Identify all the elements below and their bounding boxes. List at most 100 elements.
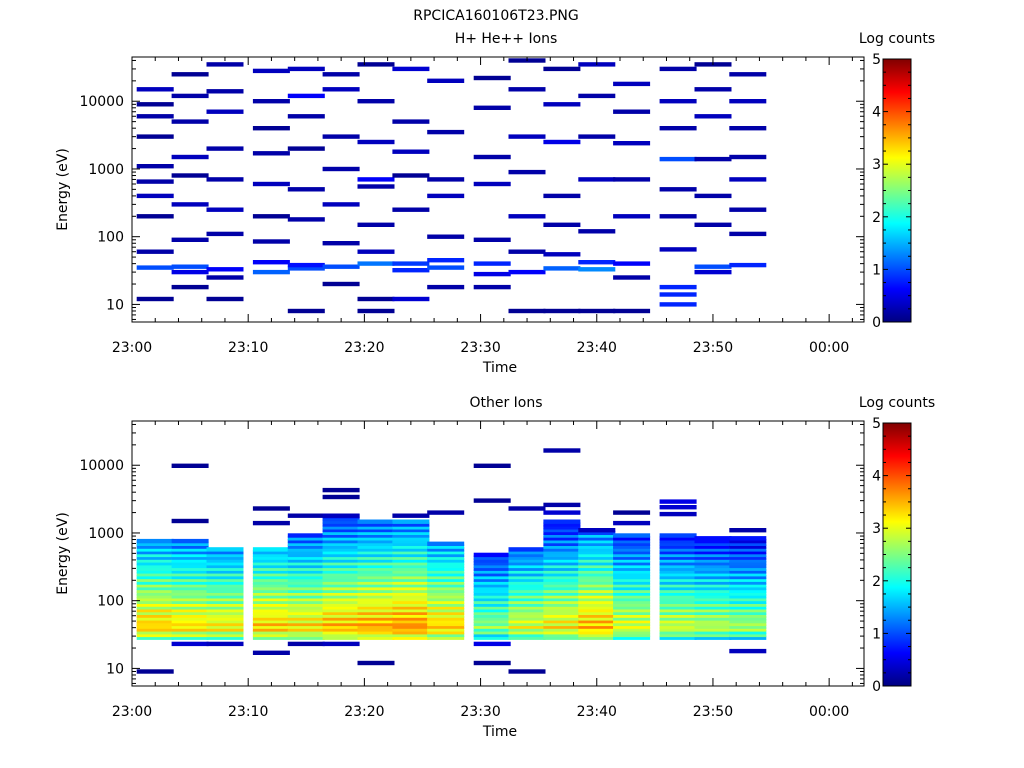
spectrogram-cell — [136, 605, 174, 610]
spectrogram-cell — [578, 561, 616, 566]
spectrogram-cell — [694, 269, 732, 275]
colorbar-tick-label: 1 — [872, 626, 881, 642]
spectrogram-cell — [392, 613, 430, 618]
spectrogram-cell — [287, 641, 325, 647]
spectrogram-cell — [543, 519, 581, 524]
spectrogram-cell — [694, 541, 732, 546]
spectrogram-cell — [659, 610, 697, 615]
spectrogram-cell — [613, 563, 651, 569]
spectrogram-cell — [287, 561, 325, 566]
spectrogram-cell — [287, 610, 325, 615]
spectrogram-cell — [171, 580, 209, 585]
spectrogram-cell — [322, 527, 360, 533]
spectrogram-cell — [473, 75, 511, 81]
spectrogram-cell — [252, 151, 290, 156]
spectrogram-cell — [206, 585, 244, 591]
spectrogram-cell — [252, 506, 290, 511]
spectrogram-cell — [206, 296, 244, 302]
spectrogram-cell — [694, 635, 732, 640]
spectrogram-cell — [578, 552, 616, 558]
spectrogram-cell — [613, 214, 651, 219]
spectrogram-cell — [252, 561, 290, 566]
spectrogram-cell — [543, 627, 581, 632]
spectrogram-cell — [508, 627, 546, 632]
spectrogram-cell — [206, 599, 244, 604]
spectrogram-cell — [287, 66, 325, 72]
spectrogram-cell — [287, 594, 325, 599]
spectrogram-cell — [729, 585, 767, 591]
spectrogram-cell — [578, 134, 616, 139]
spectrogram-cell — [171, 463, 209, 468]
spectrogram-cell — [543, 549, 581, 555]
spectrogram-cell — [543, 538, 581, 544]
spectrogram-cell — [392, 119, 430, 124]
spectrogram-cell — [252, 580, 290, 585]
spectrogram-cell — [392, 547, 430, 552]
colorbar-tick-label: 0 — [872, 315, 881, 331]
spectrogram-cell — [694, 599, 732, 604]
spectrogram-cell — [322, 166, 360, 172]
spectrogram-cell — [473, 561, 511, 566]
spectrogram-cell — [357, 602, 395, 607]
spectrogram-cell — [171, 558, 209, 563]
spectrogram-cell — [206, 605, 244, 610]
x-tick-label: 00:00 — [809, 340, 849, 356]
spectrogram-cell — [252, 650, 290, 655]
spectrogram-cell — [392, 599, 430, 604]
spectrogram-cell — [473, 596, 511, 602]
spectrogram-cell — [659, 563, 697, 569]
spectrogram-cell — [392, 561, 430, 566]
spectrogram-cell — [287, 585, 325, 591]
spectrogram-cell — [473, 580, 511, 585]
spectrogram-cell — [322, 635, 360, 640]
spectrogram-cell — [543, 541, 581, 546]
spectrogram-cell — [206, 574, 244, 580]
spectrogram-cell — [392, 616, 430, 621]
spectrogram-cell — [357, 541, 395, 546]
spectrogram-cell — [473, 583, 511, 588]
spectrogram-cell — [171, 572, 209, 577]
spectrogram-cell — [427, 574, 465, 580]
spectrogram-cell — [206, 627, 244, 632]
colorbar-tick-label: 2 — [872, 210, 881, 226]
spectrogram-cell — [613, 552, 651, 558]
spectrogram-cell — [659, 99, 697, 104]
spectrogram-cell — [392, 635, 430, 640]
spectrogram-cell — [578, 538, 616, 544]
x-tick-label: 23:30 — [460, 704, 500, 720]
spectrogram-cell — [543, 599, 581, 604]
spectrogram-cell — [613, 580, 651, 585]
spectrogram-cell — [322, 566, 360, 571]
spectrogram-cell — [578, 549, 616, 555]
spectrogram-cell — [578, 596, 616, 602]
spectrogram-cell — [473, 574, 511, 580]
spectrogram-cell — [171, 563, 209, 569]
spectrogram-cell — [694, 583, 732, 588]
spectrogram-cell — [729, 207, 767, 212]
spectrogram-cell — [578, 588, 616, 593]
spectrogram-cell — [613, 549, 651, 555]
spectrogram-cell — [252, 613, 290, 618]
spectrogram-cell — [473, 660, 511, 666]
y-tick-label: 10 — [106, 297, 124, 313]
x-tick-label: 23:20 — [344, 704, 384, 720]
spectrogram-cell — [508, 599, 546, 604]
spectrogram-cell — [613, 510, 651, 515]
spectrogram-cell — [392, 618, 430, 624]
spectrogram-cells — [136, 58, 767, 314]
spectrogram-cell — [136, 538, 174, 544]
x-tick-label: 23:40 — [577, 340, 617, 356]
spectrogram-cell — [392, 569, 430, 574]
spectrogram-cell — [473, 588, 511, 593]
spectrogram-cell — [357, 566, 395, 571]
spectrogram-cell — [578, 177, 616, 182]
spectrogram-cell — [392, 577, 430, 582]
spectrogram-cell — [613, 624, 651, 629]
spectrogram-cell — [322, 525, 360, 530]
spectrogram-cell — [578, 585, 616, 591]
spectrogram-cell — [694, 193, 732, 199]
spectrogram-cell — [287, 552, 325, 558]
spectrogram-cell — [543, 266, 581, 271]
spectrogram-cell — [206, 596, 244, 602]
spectrogram-cell — [659, 552, 697, 558]
